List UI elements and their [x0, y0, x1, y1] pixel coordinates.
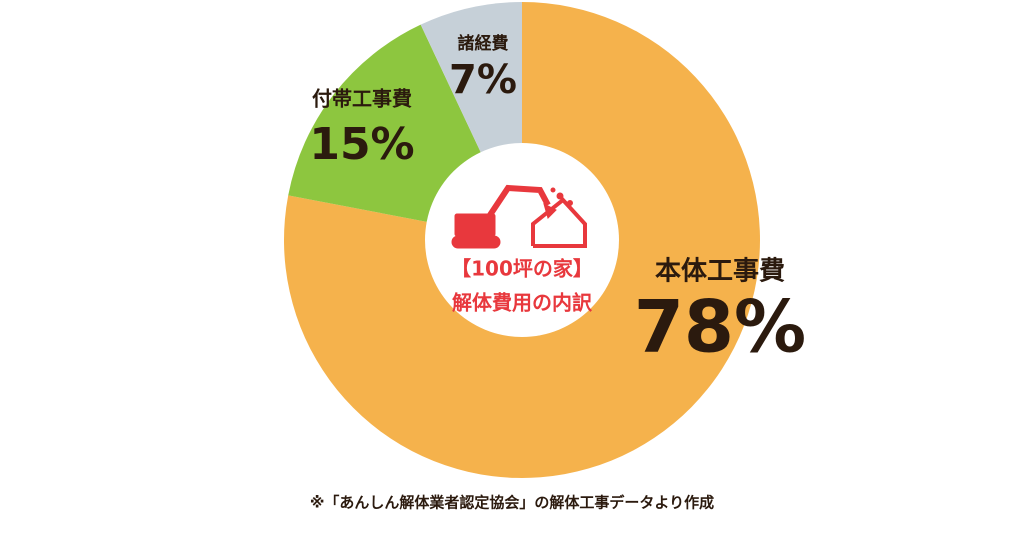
center-title: 【100坪の家】 [451, 257, 593, 281]
segment-label: 付帯工事費 [312, 87, 412, 111]
footnote: ※「あんしん解体業者認定協会」の解体工事データより作成 [310, 494, 714, 512]
value-label: 7% [449, 57, 517, 103]
donut-hole [425, 143, 619, 337]
center-subtitle: 解体費用の内訳 [452, 291, 593, 315]
value-label: 78% [634, 285, 806, 369]
segment-label: 諸経費 [458, 33, 509, 54]
excavator-icon [451, 184, 587, 249]
value-label: 15% [309, 119, 414, 170]
segment-label: 本体工事費 [655, 257, 785, 287]
